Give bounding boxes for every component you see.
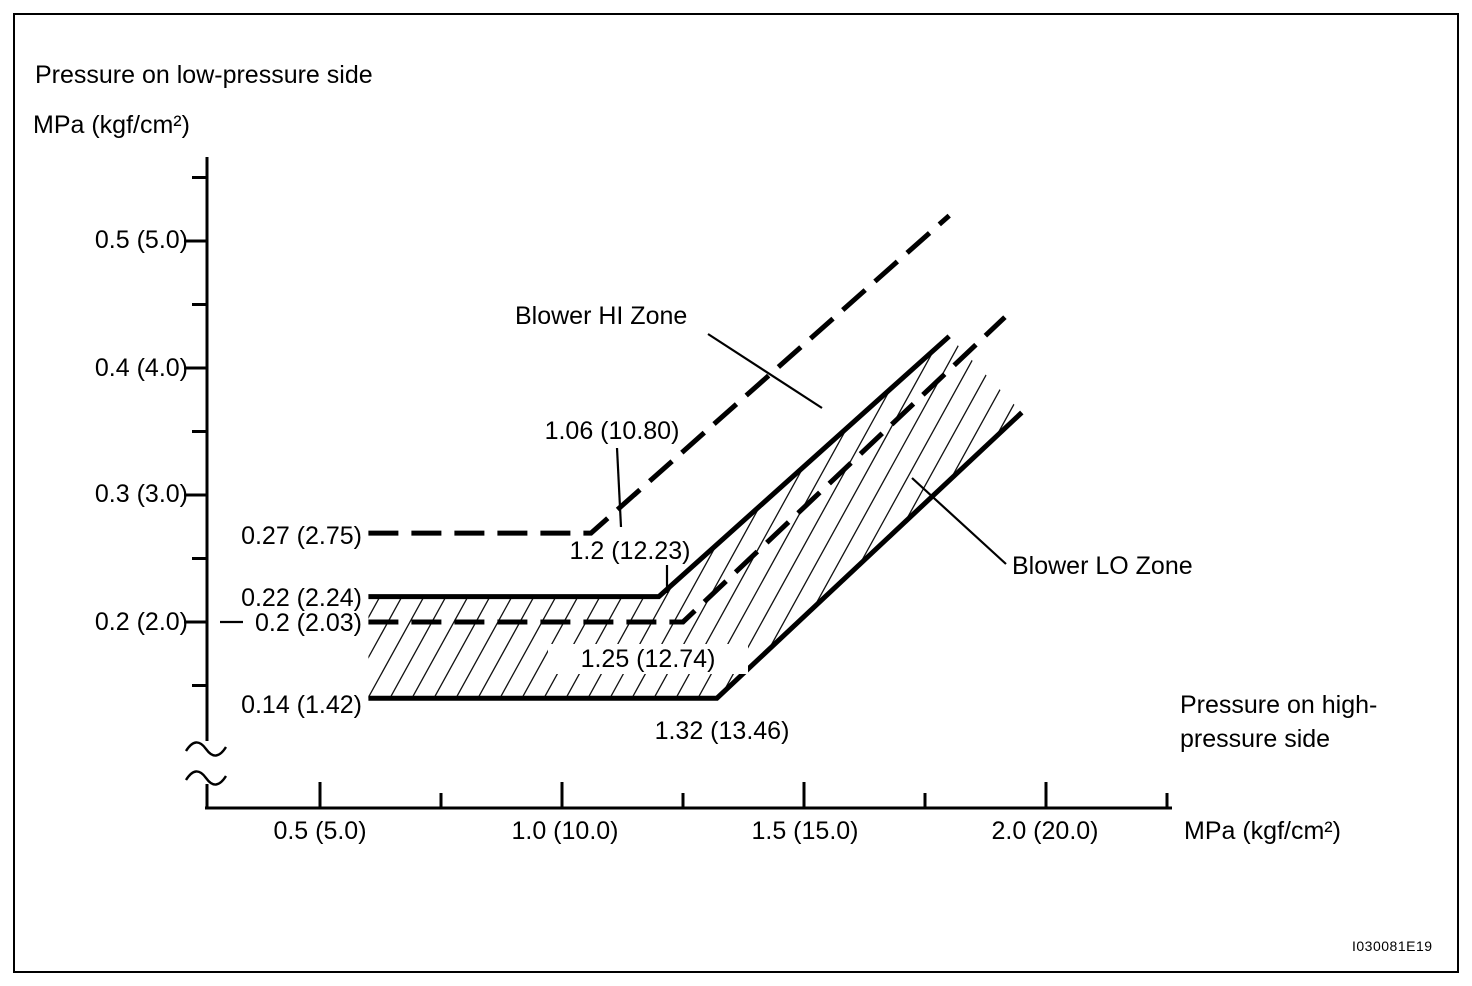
figure-border xyxy=(13,13,1459,973)
lo-zone-lower-level-label: 0.14 (1.42) xyxy=(241,691,362,719)
blower-lo-zone-lower-boundary-line xyxy=(368,410,1024,701)
blower-lo-zone-label: Blower LO Zone xyxy=(1012,552,1193,580)
annotation-leader-lines xyxy=(220,333,1007,624)
x-tick-label-1-5: 1.5 (15.0) xyxy=(751,817,859,845)
x-axis-title-line1: Pressure on high- xyxy=(1180,691,1378,719)
y-tick-label-0-4: 0.4 (4.0) xyxy=(94,354,188,382)
x-axis-unit-label: MPa (kgf/cm²) xyxy=(1184,817,1341,845)
y-axis-unit-label: MPa (kgf/cm²) xyxy=(33,111,190,139)
hi-zone-lower-level-label: 0.2 (2.03) xyxy=(254,609,362,637)
figure-id: I030081E19 xyxy=(1352,938,1433,954)
axis-break-mark xyxy=(184,741,228,757)
y-tick-label-0-3: 0.3 (3.0) xyxy=(94,480,188,508)
x-tick-label-0-5: 0.5 (5.0) xyxy=(273,817,367,845)
axis-break-mark xyxy=(184,770,228,786)
blower-hi-zone-label: Blower HI Zone xyxy=(515,302,688,330)
hi-zone-lower-corner-label: 1.25 (12.74) xyxy=(548,644,748,674)
lo-zone-lower-corner-label: 1.32 (13.46) xyxy=(654,717,790,745)
lo-zone-upper-level-label: 0.22 (2.24) xyxy=(241,584,362,612)
y-tick-label-0-2: 0.2 (2.0) xyxy=(94,608,188,636)
y-axis-title: Pressure on low-pressure side xyxy=(35,61,373,89)
axis-tick-marks xyxy=(184,176,1169,807)
blower-hi-zone-upper-boundary-line xyxy=(368,213,951,536)
y-tick-label-0-5: 0.5 (5.0) xyxy=(94,226,188,254)
hi-zone-upper-corner-label: 1.06 (10.80) xyxy=(544,417,680,445)
blower-lo-zone-upper-boundary-line xyxy=(368,334,951,600)
x-tick-label-1-0: 1.0 (10.0) xyxy=(511,817,619,845)
lo-zone-upper-corner-label: 1.2 (12.23) xyxy=(569,537,691,565)
blower-hi-zone-lower-boundary-line xyxy=(368,315,1007,625)
x-tick-label-2-0: 2.0 (20.0) xyxy=(991,817,1099,845)
hi-zone-upper-level-label: 0.27 (2.75) xyxy=(241,522,362,550)
x-axis-title-line2: pressure side xyxy=(1180,725,1331,753)
axis-lines xyxy=(205,157,1172,810)
